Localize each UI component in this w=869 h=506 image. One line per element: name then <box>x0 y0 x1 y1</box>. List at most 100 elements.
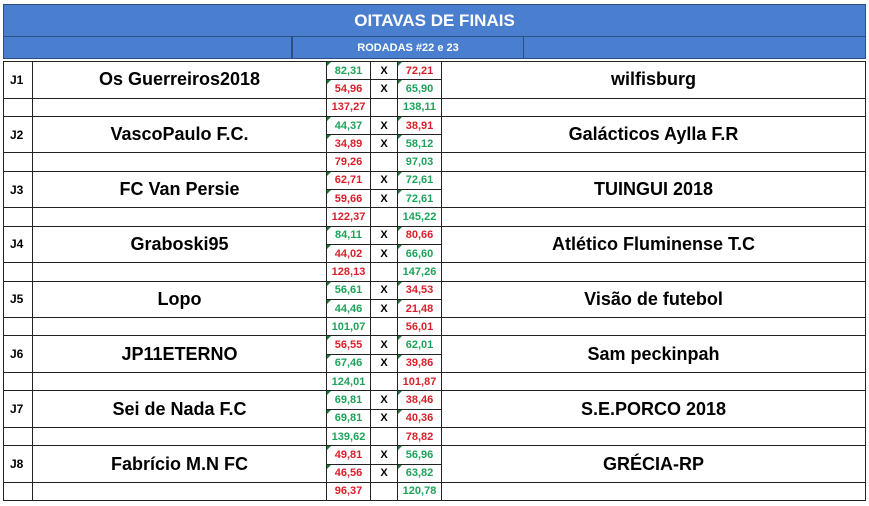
match-total-row: 139,62 78,82 <box>3 426 866 447</box>
away-score: 72,61 <box>397 189 442 209</box>
match-total-row: 122,37 145,22 <box>3 207 866 227</box>
match-round-row: 34,89 X 58,12 <box>4 134 866 154</box>
away-score: 58,12 <box>397 134 442 154</box>
empty-cell <box>32 426 327 447</box>
empty-cell <box>32 207 327 227</box>
home-total: 124,01 <box>326 372 371 392</box>
home-score: 34,89 <box>326 134 371 154</box>
subheader-cell <box>4 37 292 58</box>
away-score: 40,36 <box>397 408 442 428</box>
empty-cell <box>441 152 866 172</box>
empty-cell <box>370 97 398 117</box>
vs-mark: X <box>370 463 398 483</box>
empty-cell <box>3 317 33 337</box>
home-total: 96,37 <box>326 481 371 502</box>
match-id: J6 <box>3 335 33 374</box>
vs-mark: X <box>370 134 398 154</box>
vs-mark: X <box>370 408 398 428</box>
match-round-row: J5 Lopo 56,61 X 34,53 Visão de futebol <box>3 280 866 319</box>
away-team: GRÉCIA-RP <box>441 445 866 483</box>
vs-mark: X <box>370 353 398 374</box>
away-score: 65,90 <box>397 79 442 99</box>
away-total: 138,11 <box>397 97 442 117</box>
empty-cell <box>3 152 33 172</box>
match-round-row: 69,81 X 40,36 <box>4 408 866 428</box>
vs-mark: X <box>370 60 398 81</box>
away-score: 34,53 <box>397 280 442 300</box>
home-team: Sei de Nada F.C <box>32 390 327 428</box>
away-total: 56,01 <box>397 317 442 337</box>
match-round-row: J4 Graboski95 84,11 X 80,66 Atlético Fluminen… <box>3 225 866 264</box>
match-round-row: J3 FC Van Persie 62,71 X 72,61 TUINGUI 2018 <box>3 170 866 209</box>
empty-cell <box>3 262 33 282</box>
away-total: 120,78 <box>397 481 442 502</box>
empty-cell <box>3 426 33 447</box>
empty-cell <box>370 426 398 447</box>
home-score: 67,46 <box>326 353 371 374</box>
away-team: Sam peckinpah <box>441 335 866 374</box>
home-team: Lopo <box>32 280 327 319</box>
vs-mark: X <box>370 225 398 245</box>
page-title: OITAVAS DE FINAIS <box>3 4 866 37</box>
vs-mark: X <box>370 298 398 319</box>
home-team: VascoPaulo F.C. <box>32 115 327 154</box>
home-score: 69,81 <box>326 408 371 428</box>
away-score: 21,48 <box>397 298 442 319</box>
empty-cell <box>32 152 327 172</box>
home-score: 54,96 <box>326 79 371 99</box>
away-total: 101,87 <box>397 372 442 392</box>
match-round-row: 44,46 X 21,48 <box>4 298 866 319</box>
matches-table: J1 Os Guerreiros2018 82,31 X 72,21 wilfisburg… <box>3 60 866 502</box>
away-score: 56,96 <box>397 445 442 465</box>
home-team: Fabrício M.N FC <box>32 445 327 483</box>
home-team: Graboski95 <box>32 225 327 264</box>
empty-cell <box>32 317 327 337</box>
away-score: 72,21 <box>397 60 442 81</box>
home-total: 122,37 <box>326 207 371 227</box>
vs-mark: X <box>370 390 398 410</box>
home-score: 56,61 <box>326 280 371 300</box>
vs-mark: X <box>370 79 398 99</box>
empty-cell <box>370 317 398 337</box>
away-team: Galácticos Aylla F.R <box>441 115 866 154</box>
home-team: JP11ETERNO <box>32 335 327 374</box>
away-score: 63,82 <box>397 463 442 483</box>
empty-cell <box>441 426 866 447</box>
away-team: Visão de futebol <box>441 280 866 319</box>
home-score: 49,81 <box>326 445 371 465</box>
away-team: S.E.PORCO 2018 <box>441 390 866 428</box>
away-team: wilfisburg <box>441 61 866 99</box>
away-score: 62,01 <box>397 335 442 355</box>
empty-cell <box>3 372 33 392</box>
match-total-row: 137,27 138,11 <box>3 97 866 117</box>
subheader-row: RODADAS #22 e 23 <box>3 37 866 59</box>
match-round-row: 54,96 X 65,90 <box>4 79 866 99</box>
match-id: J8 <box>3 445 33 483</box>
vs-mark: X <box>370 170 398 191</box>
match-round-row: 46,56 X 63,82 <box>4 463 866 483</box>
match-id: J1 <box>3 61 33 99</box>
away-total: 147,26 <box>397 262 442 282</box>
away-team: TUINGUI 2018 <box>441 170 866 209</box>
match-round-row: J6 JP11ETERNO 56,55 X 62,01 Sam peckinpah <box>3 335 866 374</box>
home-score: 56,55 <box>326 335 371 355</box>
away-total: 145,22 <box>397 207 442 227</box>
home-score: 62,71 <box>326 170 371 191</box>
empty-cell <box>3 207 33 227</box>
vs-mark: X <box>370 189 398 209</box>
match-total-row: 79,26 97,03 <box>3 152 866 172</box>
empty-cell <box>370 262 398 282</box>
vs-mark: X <box>370 335 398 355</box>
match-round-row: J7 Sei de Nada F.C 69,81 X 38,46 S.E.PORCO 20… <box>3 390 866 428</box>
home-score: 69,81 <box>326 390 371 410</box>
vs-mark: X <box>370 280 398 300</box>
vs-mark: X <box>370 243 398 264</box>
home-total: 137,27 <box>326 97 371 117</box>
match-round-row: J1 Os Guerreiros2018 82,31 X 72,21 wilfisburg <box>3 60 866 99</box>
match-id: J3 <box>3 170 33 209</box>
away-score: 66,60 <box>397 243 442 264</box>
away-score: 38,46 <box>397 390 442 410</box>
home-score: 82,31 <box>326 60 371 81</box>
match-id: J4 <box>3 225 33 264</box>
match-round-row: 67,46 X 39,86 <box>4 353 866 374</box>
